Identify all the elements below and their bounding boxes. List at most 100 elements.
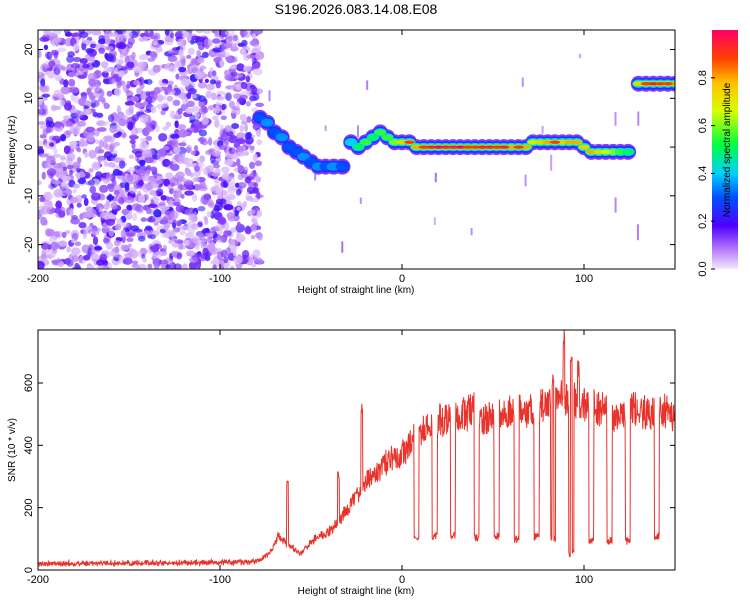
ridge-cell: [381, 134, 394, 141]
noise-cell: [140, 137, 147, 143]
noise-cell: [61, 231, 67, 239]
noise-cell: [66, 246, 71, 253]
noise-cell: [38, 97, 43, 106]
noise-cell: [158, 133, 168, 142]
noise-cell: [225, 247, 231, 256]
noise-cell: [131, 141, 136, 150]
noise-cell: [86, 264, 95, 269]
noise-cell: [256, 232, 263, 241]
noise-cell: [184, 239, 190, 246]
noise-cell: [122, 30, 133, 40]
noise-cell: [204, 44, 210, 50]
noise-cell: [178, 129, 188, 138]
spectrogram-x-tick-label: 100: [575, 273, 593, 285]
noise-cell: [44, 192, 53, 201]
noise-cell: [241, 120, 248, 125]
spectrogram-x-tick-label: 0: [399, 273, 405, 285]
noise-cell: [131, 114, 139, 122]
noise-cell: [164, 30, 170, 36]
noise-cell: [174, 120, 179, 129]
noise-cell: [51, 105, 62, 110]
noise-cell: [47, 70, 56, 79]
noise-cell: [103, 30, 113, 38]
ridge-peak: [499, 145, 510, 149]
noise-cell: [129, 187, 137, 194]
noise-cell: [206, 211, 212, 218]
noise-cell: [185, 162, 195, 167]
noise-cell: [239, 124, 245, 133]
noise-cell: [70, 32, 79, 38]
noise-cell: [226, 176, 236, 184]
noise-cell: [124, 253, 133, 258]
noise-streak: [470, 228, 473, 236]
noise-cell: [212, 263, 217, 269]
noise-cell: [243, 65, 252, 72]
noise-cell: [86, 134, 96, 143]
noise-cell: [176, 252, 183, 260]
noise-cell: [221, 42, 227, 51]
ridge-cell: [520, 145, 532, 149]
noise-cell: [85, 126, 96, 133]
noise-cell: [134, 150, 143, 158]
noise-cell: [227, 230, 232, 237]
noise-cell: [64, 32, 73, 37]
noise-cell: [215, 236, 226, 243]
ridge-peak: [404, 140, 415, 144]
noise-cell: [149, 51, 157, 58]
noise-cell: [82, 63, 90, 69]
noise-cell: [198, 186, 208, 192]
noise-cell: [254, 257, 263, 265]
noise-cell: [139, 61, 148, 68]
noise-cell: [254, 160, 262, 167]
noise-cell: [135, 204, 145, 212]
ridge-peak: [455, 145, 466, 149]
noise-cell: [100, 211, 107, 219]
noise-cell: [175, 190, 183, 199]
noise-cell: [68, 78, 76, 87]
noise-cell: [82, 39, 92, 45]
noise-cell: [219, 124, 224, 133]
ridge-cell: [571, 140, 582, 144]
noise-cell: [251, 217, 258, 224]
noise-cell: [72, 189, 77, 194]
noise-cell: [105, 46, 114, 51]
noise-cell: [241, 250, 250, 259]
noise-cell: [185, 100, 195, 108]
noise-cell: [38, 260, 45, 269]
noise-cell: [53, 51, 59, 59]
spectrogram-frame: [37, 29, 676, 270]
noise-cell: [116, 131, 123, 136]
snr-x-tick-label: -100: [209, 574, 231, 586]
noise-cell: [144, 183, 153, 190]
noise-cell: [232, 249, 237, 257]
noise-cell: [174, 60, 184, 69]
noise-cell: [136, 167, 146, 177]
noise-cell: [121, 115, 129, 121]
noise-cell: [167, 49, 175, 54]
noise-cell: [92, 253, 99, 259]
noise-cell: [202, 247, 209, 256]
noise-cell: [54, 74, 62, 82]
noise-cell: [76, 202, 82, 208]
noise-cell: [169, 177, 180, 187]
noise-cell: [218, 144, 228, 150]
snr-x-tick-label: 0: [399, 574, 405, 586]
noise-cell: [207, 242, 216, 252]
noise-cell: [147, 263, 153, 269]
noise-cell: [62, 175, 68, 183]
noise-cell: [111, 179, 117, 187]
noise-cell: [188, 213, 196, 222]
noise-cell: [115, 124, 120, 129]
noise-cell: [191, 223, 199, 230]
noise-cell: [74, 241, 82, 246]
noise-cell: [168, 229, 176, 238]
noise-cell: [236, 132, 246, 139]
noise-cell: [180, 152, 186, 158]
noise-cell: [113, 252, 119, 258]
noise-cell: [173, 146, 181, 154]
noise-cell: [149, 234, 156, 240]
noise-cell: [206, 169, 211, 179]
noise-cell: [130, 127, 139, 135]
noise-cell: [54, 207, 62, 214]
ridge-peak: [419, 145, 430, 149]
